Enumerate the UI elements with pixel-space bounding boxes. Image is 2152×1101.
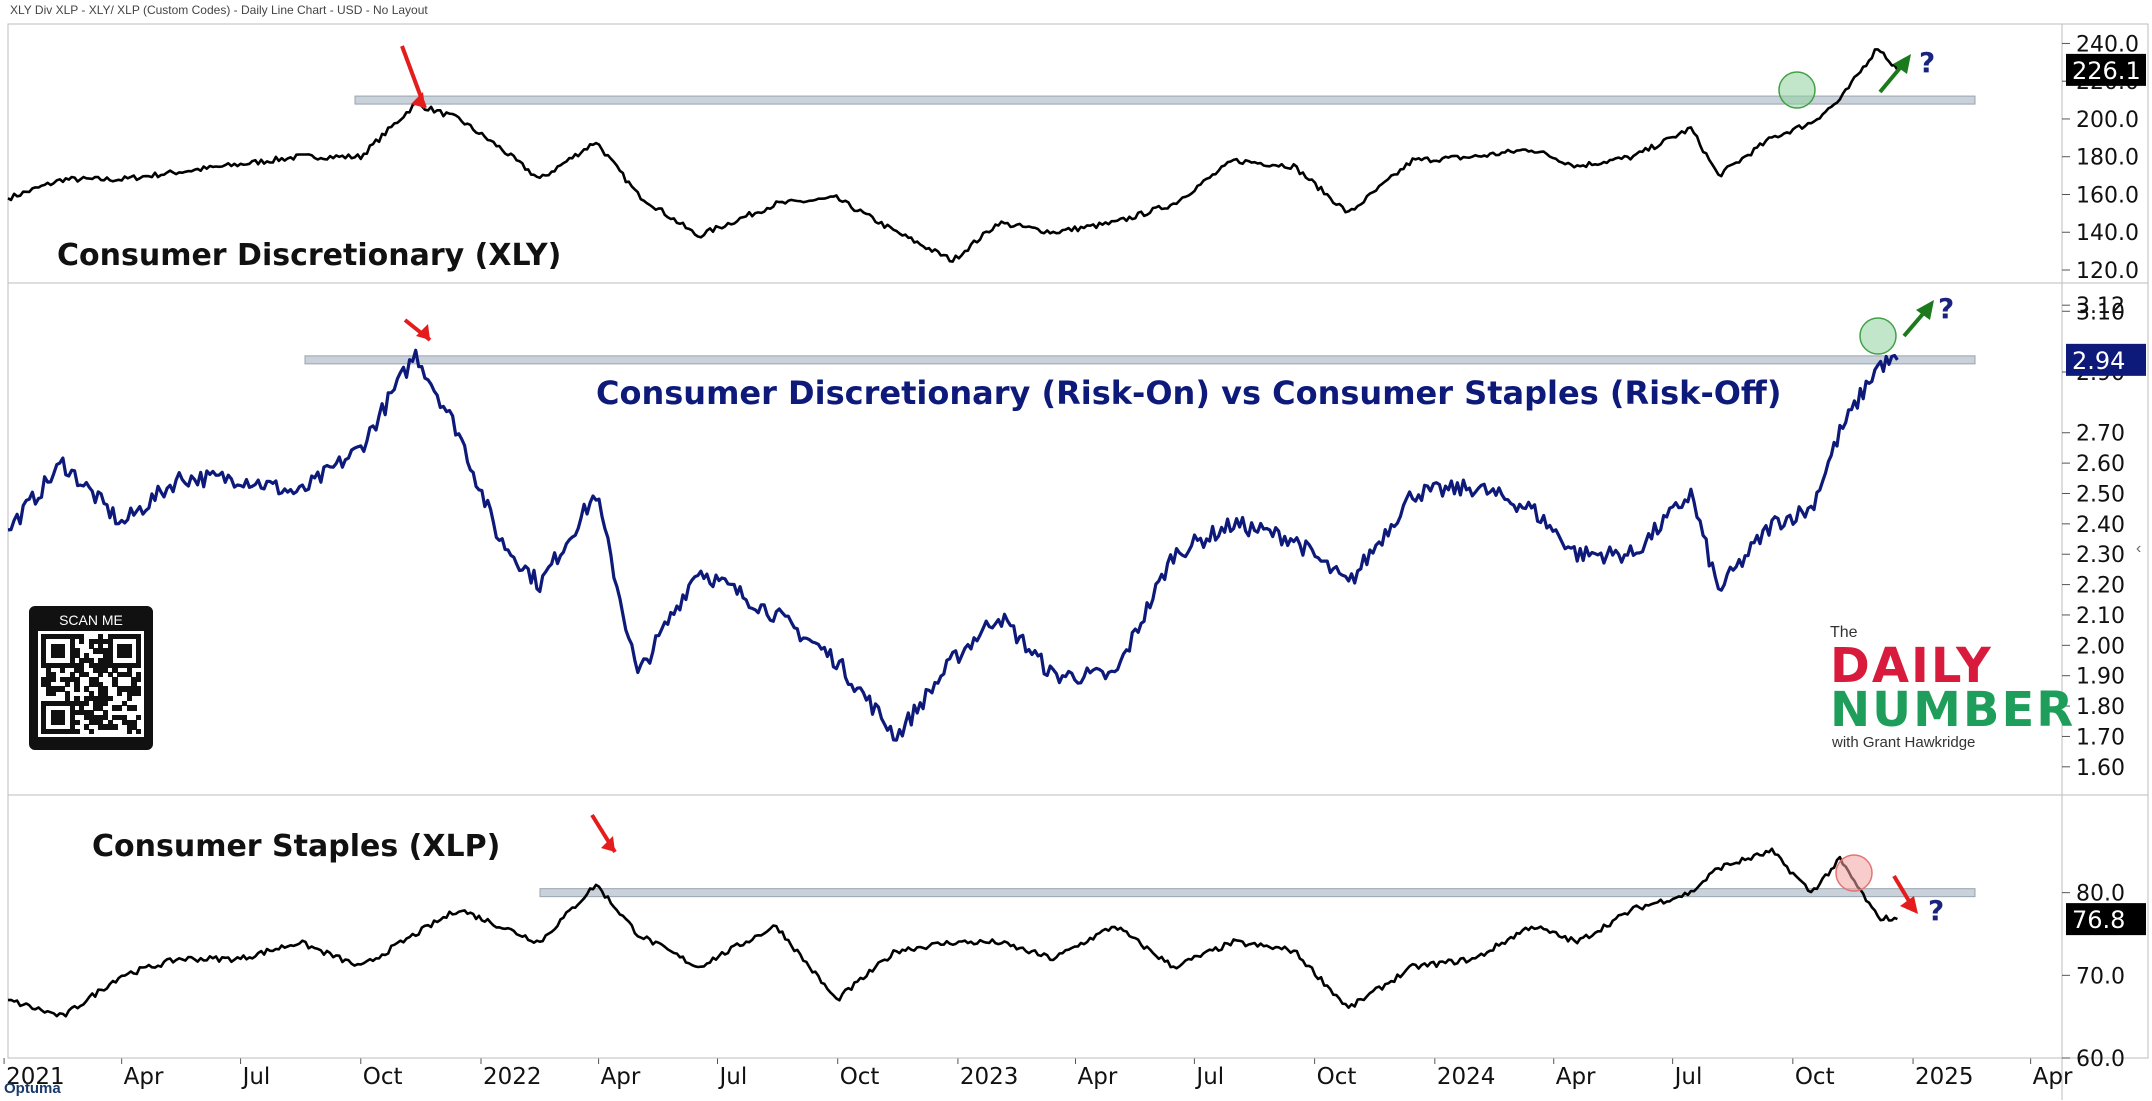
last-value-tag: [2066, 343, 2146, 376]
y-tick-label: 2.60: [2076, 452, 2125, 477]
last-value-label: 76.8: [2072, 906, 2125, 934]
x-tick-label: 2025: [1915, 1064, 1974, 1090]
brand-number: NUMBER: [1830, 682, 2076, 738]
question-mark: ?: [1938, 292, 1954, 325]
y-tick-label: 3.10: [2076, 300, 2125, 325]
y-tick-label: 2.70: [2076, 422, 2125, 447]
y-tick-label: 200.0: [2076, 108, 2139, 133]
green-arrowhead-icon: [1893, 54, 1911, 74]
series-line-1: [7, 48, 1899, 263]
red-down-arrowhead-icon: [1900, 896, 1918, 914]
x-tick-label: 2024: [1437, 1064, 1496, 1090]
y-tick-label: 3.12: [2076, 294, 2125, 319]
y-tick-label: 2.50: [2076, 482, 2125, 507]
x-tick-label: Oct: [840, 1064, 880, 1090]
panel-title-3: Consumer Staples (XLP): [92, 829, 500, 864]
x-tick-label: Jul: [717, 1064, 747, 1090]
y-tick-label: 2.00: [2076, 634, 2125, 659]
breakout-circle: [1778, 71, 1816, 109]
panel-title-2: Consumer Discretionary (Risk-On) vs Cons…: [596, 374, 1781, 412]
optuma-logo: Optuma: [4, 1080, 61, 1097]
brand-daily: DAILY: [1830, 638, 1993, 694]
qr-label: SCAN ME: [59, 612, 123, 628]
x-tick-label: 2022: [483, 1064, 542, 1090]
y-tick-label: 60.0: [2076, 1047, 2125, 1072]
resistance-band: [539, 888, 1976, 898]
last-value-tag: [2066, 903, 2146, 936]
y-tick-label: 70.0: [2076, 964, 2125, 989]
y-tick-label: 1.80: [2076, 695, 2125, 720]
y-tick-label: 240.0: [2076, 32, 2139, 57]
x-tick-label: Oct: [363, 1064, 403, 1090]
y-tick-label: 1.90: [2076, 665, 2125, 690]
x-tick-label: Apr: [1556, 1064, 1596, 1090]
x-tick-label: Jul: [1194, 1064, 1224, 1090]
chart-header: XLY Div XLP - XLY/ XLP (Custom Codes) - …: [10, 3, 428, 17]
x-tick-label: Jul: [1673, 1064, 1703, 1090]
red-arrowhead-icon: [601, 836, 615, 852]
panel-title-1: Consumer Discretionary (XLY): [57, 238, 561, 273]
x-tick-label: 2021: [6, 1064, 65, 1090]
qr-code-card[interactable]: SCAN ME: [29, 606, 153, 750]
brand-logo: The DAILY NUMBER with Grant Hawkridge: [1830, 624, 2073, 754]
last-value-label: 226.1: [2072, 57, 2141, 85]
series-line-3: [7, 847, 1898, 1018]
y-tick-label: 2.20: [2076, 574, 2125, 599]
question-mark: ?: [1928, 894, 1944, 927]
x-tick-label: Apr: [2033, 1064, 2073, 1090]
x-tick-label: Apr: [601, 1064, 641, 1090]
red-arrowhead-icon: [416, 324, 430, 340]
resistance-band: [354, 95, 1976, 105]
x-tick-label: Apr: [1078, 1064, 1118, 1090]
y-tick-label: 120.0: [2076, 259, 2139, 284]
y-tick-label: 180.0: [2076, 146, 2139, 171]
y-tick-label: 140.0: [2076, 221, 2139, 246]
y-tick-label: 2.40: [2076, 513, 2125, 538]
red-arrowhead-icon: [411, 92, 425, 108]
breakout-circle: [1859, 317, 1897, 355]
x-tick-label: 2023: [960, 1064, 1019, 1090]
brand-the: The: [1830, 624, 1858, 641]
breakout-circle: [1835, 854, 1873, 892]
y-tick-label: 2.10: [2076, 604, 2125, 629]
last-value-label: 2.94: [2072, 347, 2125, 375]
question-mark: ?: [1919, 46, 1935, 79]
collapse-panel-icon[interactable]: ‹: [2136, 540, 2142, 557]
y-tick-label: 160.0: [2076, 183, 2139, 208]
y-tick-label: 1.70: [2076, 725, 2125, 750]
qr-code-icon: [38, 631, 144, 737]
x-tick-label: Oct: [1795, 1064, 1835, 1090]
series-line-2: [7, 348, 1899, 742]
resistance-band: [304, 355, 1976, 365]
x-tick-label: Apr: [124, 1064, 164, 1090]
x-tick-label: Oct: [1317, 1064, 1357, 1090]
last-value-tag: [2066, 53, 2146, 86]
green-arrowhead-icon: [1916, 300, 1934, 320]
x-tick-label: Jul: [241, 1064, 271, 1090]
brand-with: with Grant Hawkridge: [1832, 734, 1976, 751]
y-tick-label: 1.60: [2076, 756, 2125, 781]
y-tick-label: 2.30: [2076, 543, 2125, 568]
y-tick-label: 80.0: [2076, 882, 2125, 907]
